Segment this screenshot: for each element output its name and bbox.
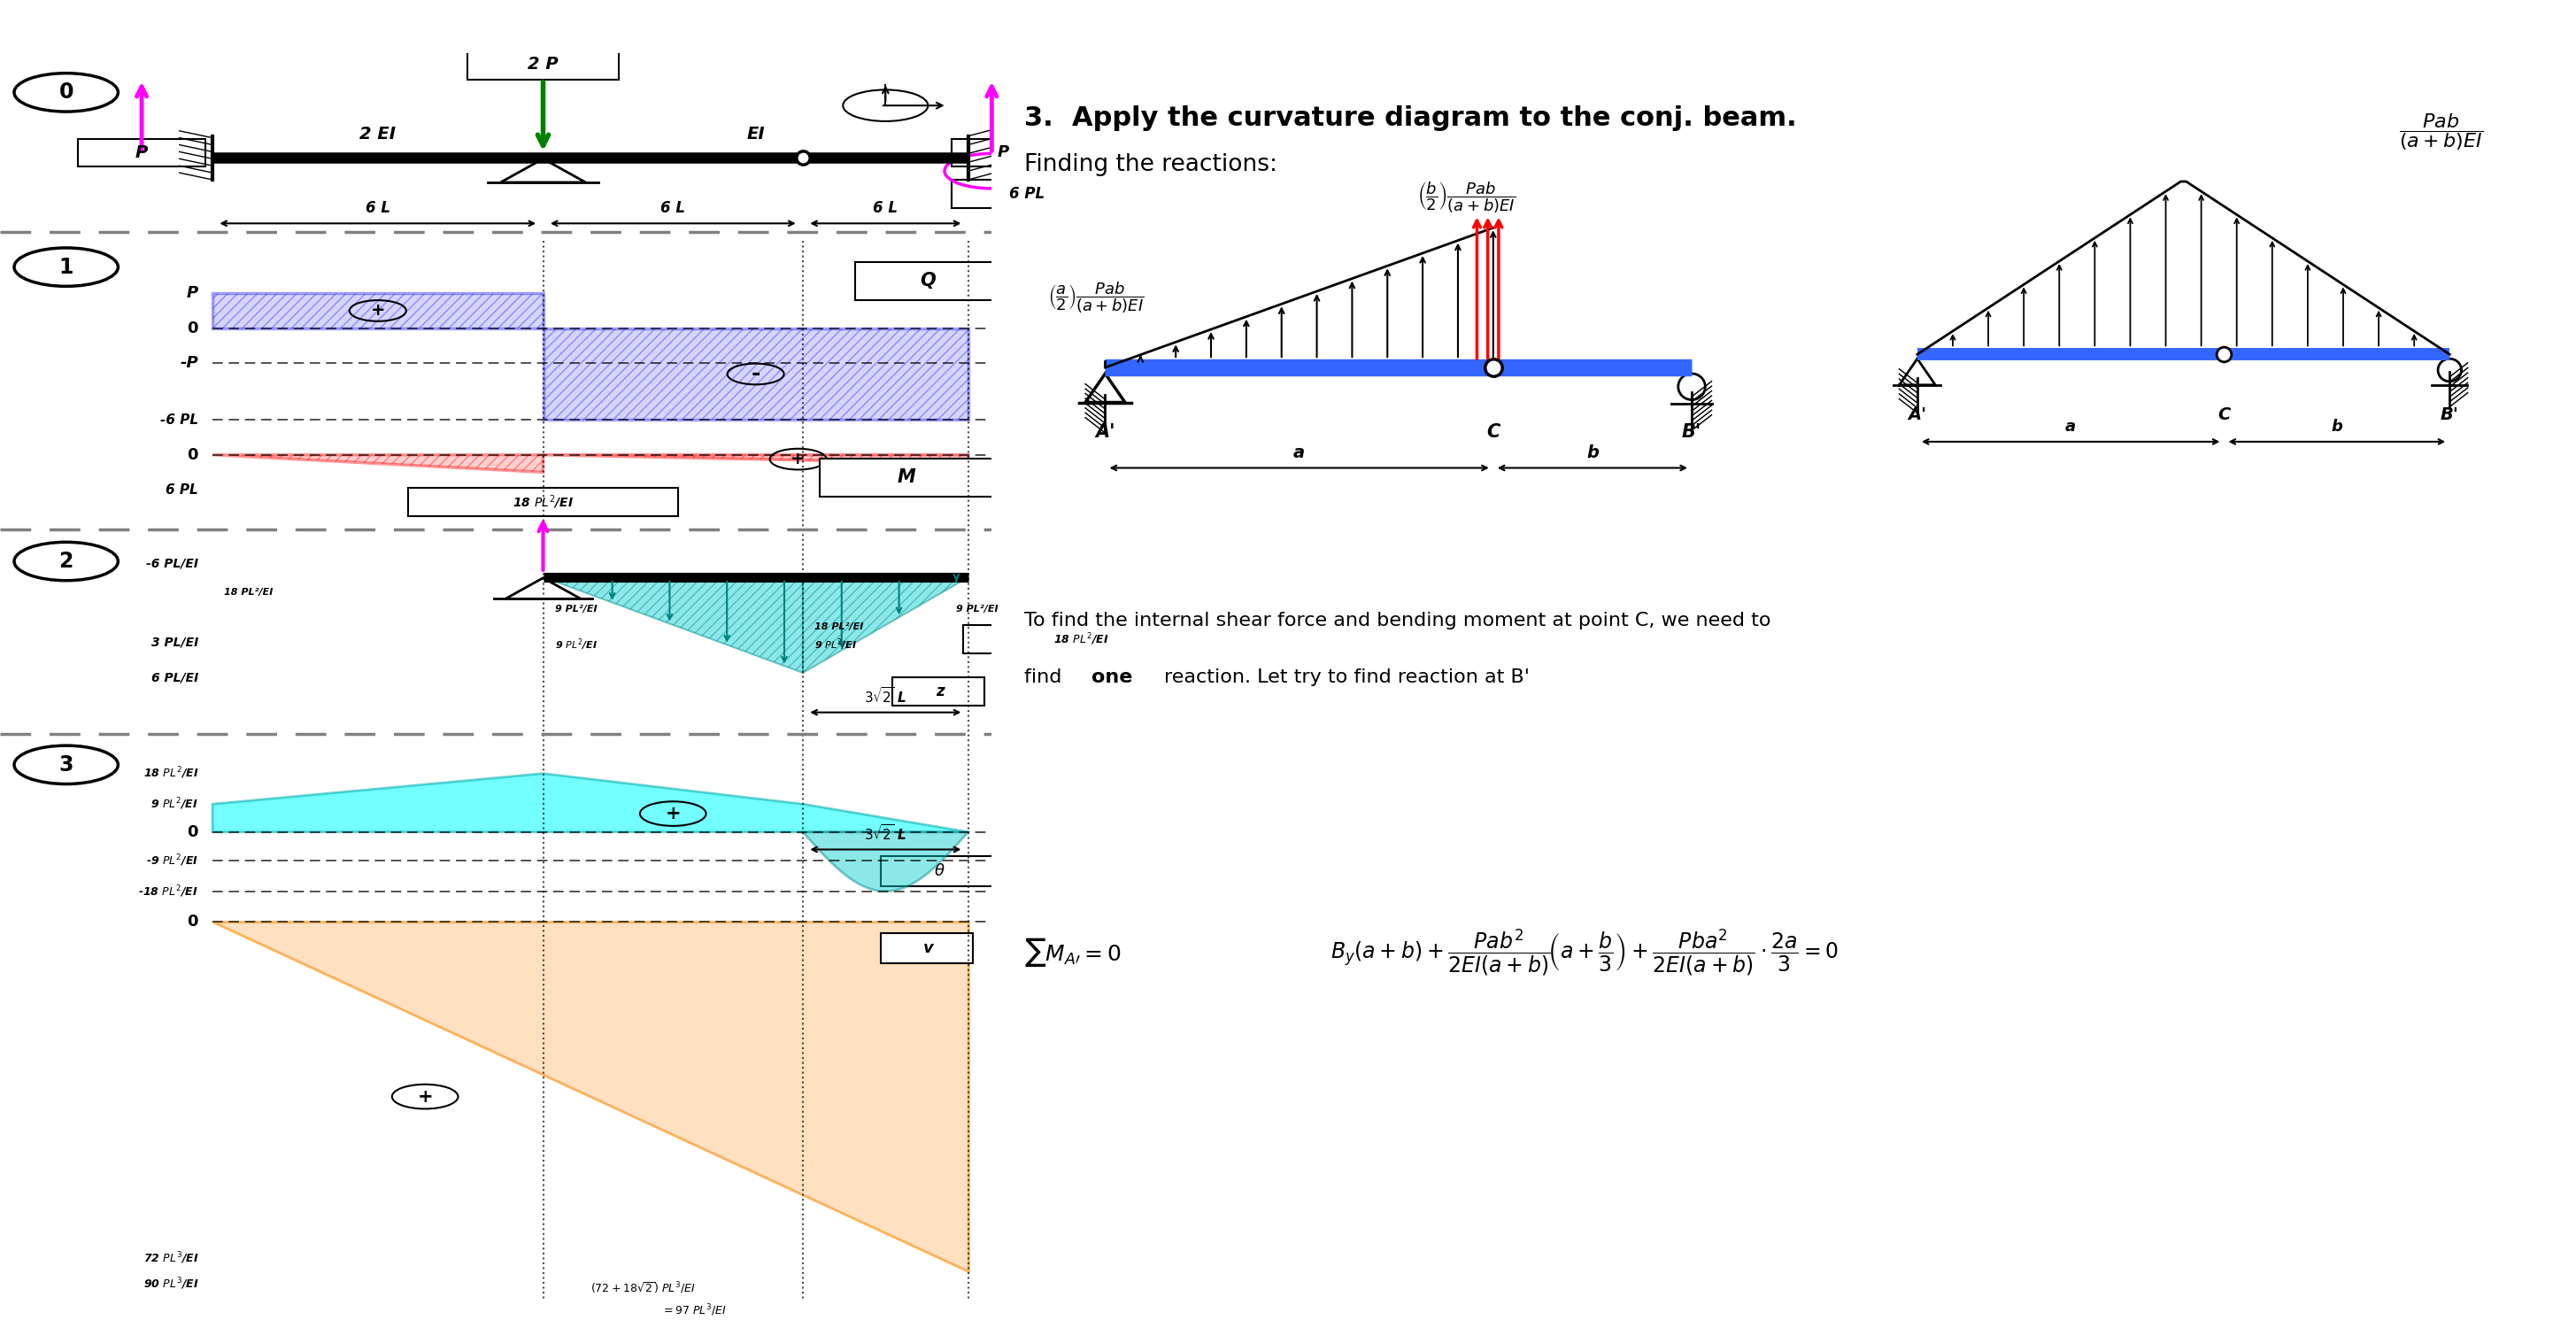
Text: 1: 1 [59, 256, 72, 278]
FancyBboxPatch shape [77, 138, 206, 166]
Text: 3 PL/EI: 3 PL/EI [152, 636, 198, 649]
Text: 3: 3 [59, 754, 75, 776]
Polygon shape [214, 454, 544, 473]
Text: P: P [137, 145, 147, 161]
Text: M: M [896, 469, 917, 486]
FancyBboxPatch shape [951, 179, 1103, 207]
Text: $= 97\ PL^3/EI$: $= 97\ PL^3/EI$ [662, 1303, 726, 1319]
Text: b: b [1587, 444, 1600, 461]
Text: 2: 2 [59, 551, 72, 572]
Text: a: a [2066, 418, 2076, 434]
Text: $3\sqrt{2}$ L: $3\sqrt{2}$ L [863, 687, 907, 705]
FancyBboxPatch shape [469, 49, 618, 80]
Text: 0: 0 [188, 446, 198, 462]
Bar [214, 293, 544, 328]
FancyBboxPatch shape [894, 677, 984, 705]
Text: C: C [1486, 424, 1499, 441]
Text: 18 PL²/EI: 18 PL²/EI [814, 623, 863, 631]
FancyBboxPatch shape [881, 934, 974, 963]
Text: B': B' [2439, 406, 2460, 424]
FancyBboxPatch shape [881, 857, 997, 886]
Text: 6 L: 6 L [366, 201, 389, 216]
Text: -6 PL: -6 PL [160, 413, 198, 426]
Text: B': B' [1682, 424, 1703, 441]
Text: one: one [1092, 669, 1133, 687]
Text: -: - [752, 364, 760, 385]
Polygon shape [214, 922, 969, 1271]
Text: 6 L: 6 L [873, 201, 899, 216]
Polygon shape [804, 833, 969, 891]
Text: A': A' [1095, 424, 1115, 441]
Text: 6 PL: 6 PL [1010, 186, 1046, 202]
Text: v: v [922, 940, 933, 956]
Text: 18 PL²/EI: 18 PL²/EI [224, 587, 273, 596]
Text: $\dfrac{Pab}{(a+b)EI}$: $\dfrac{Pab}{(a+b)EI}$ [2398, 112, 2483, 151]
Text: -9 $PL^2$/EI: -9 $PL^2$/EI [147, 853, 198, 869]
Polygon shape [544, 454, 969, 463]
Text: 9 PL²/EI: 9 PL²/EI [956, 604, 999, 614]
Text: 0: 0 [188, 825, 198, 841]
Text: 0: 0 [188, 320, 198, 336]
Text: 72 $PL^3$/EI: 72 $PL^3$/EI [144, 1251, 198, 1266]
Text: a: a [1293, 444, 1306, 461]
Text: 2 EI: 2 EI [361, 125, 397, 142]
Text: 6 PL: 6 PL [165, 483, 198, 497]
FancyBboxPatch shape [819, 458, 994, 497]
Text: $\theta$: $\theta$ [935, 863, 945, 879]
Text: 9 $PL^2$/EI: 9 $PL^2$/EI [554, 637, 598, 652]
Text: 6 L: 6 L [659, 201, 685, 216]
Text: 3.  Apply the curvature diagram to the conj. beam.: 3. Apply the curvature diagram to the co… [1025, 105, 1795, 131]
Text: 9 $PL^2$/EI: 9 $PL^2$/EI [814, 637, 858, 652]
Text: 18 $PL^2$/EI: 18 $PL^2$/EI [144, 766, 198, 781]
Text: +: + [791, 450, 806, 467]
Text: P: P [185, 286, 198, 301]
Text: $(72 + 18\sqrt{2})\ PL^3/EI$: $(72 + 18\sqrt{2})\ PL^3/EI$ [590, 1282, 696, 1296]
FancyBboxPatch shape [963, 625, 1198, 653]
Text: 0: 0 [188, 914, 198, 930]
Text: 9 $PL^2$/EI: 9 $PL^2$/EI [152, 797, 198, 811]
Text: $B_y(a+b) + \dfrac{Pab^2}{2EI(a+b)}\!\left(a+\dfrac{b}{3}\right) + \dfrac{Pba^2}: $B_y(a+b) + \dfrac{Pab^2}{2EI(a+b)}\!\le… [1332, 927, 1839, 977]
Text: +: + [371, 303, 386, 319]
Text: P: P [997, 145, 1010, 161]
FancyBboxPatch shape [855, 262, 999, 300]
Text: z: z [935, 684, 943, 700]
Text: b: b [2331, 418, 2342, 434]
Text: $3\sqrt{2}$ L: $3\sqrt{2}$ L [863, 823, 907, 842]
Text: 90 $PL^3$/EI: 90 $PL^3$/EI [144, 1276, 198, 1292]
Text: +: + [665, 805, 680, 822]
Text: $\left(\dfrac{a}{2}\right)\dfrac{Pab}{(a+b)EI}$: $\left(\dfrac{a}{2}\right)\dfrac{Pab}{(a… [1048, 280, 1144, 315]
Bar [544, 328, 969, 420]
Polygon shape [544, 578, 804, 673]
FancyBboxPatch shape [410, 487, 677, 515]
Polygon shape [804, 578, 969, 673]
Text: 0: 0 [59, 82, 75, 104]
Text: +: + [417, 1088, 433, 1105]
Text: find: find [1025, 669, 1069, 687]
Text: 9 PL²/EI: 9 PL²/EI [554, 604, 598, 614]
Text: C: C [2218, 406, 2231, 424]
Text: A': A' [1909, 406, 1927, 424]
Polygon shape [214, 773, 969, 833]
Text: To find the internal shear force and bending moment at point C, we need to: To find the internal shear force and ben… [1025, 612, 1770, 629]
Text: reaction. Let try to find reaction at B': reaction. Let try to find reaction at B' [1164, 669, 1530, 687]
Text: 2 P: 2 P [528, 56, 559, 73]
Text: $\sum M_{A\prime} = 0$: $\sum M_{A\prime} = 0$ [1025, 936, 1121, 969]
Text: -6 PL/EI: -6 PL/EI [147, 558, 198, 570]
Text: -18 $PL^2$/EI: -18 $PL^2$/EI [139, 883, 198, 899]
Text: $\left(\dfrac{b}{2}\right)\dfrac{Pab}{(a+b)EI}$: $\left(\dfrac{b}{2}\right)\dfrac{Pab}{(a… [1417, 179, 1515, 215]
Text: Q: Q [920, 272, 935, 290]
Text: EI: EI [747, 125, 765, 142]
Text: 6 PL/EI: 6 PL/EI [152, 671, 198, 684]
FancyBboxPatch shape [951, 138, 1051, 166]
Text: 18 $PL^2$/EI: 18 $PL^2$/EI [1054, 631, 1110, 647]
Text: 18 $PL^2$/EI: 18 $PL^2$/EI [513, 493, 574, 511]
Text: -P: -P [180, 355, 198, 371]
Text: Finding the reactions:: Finding the reactions: [1025, 154, 1278, 177]
